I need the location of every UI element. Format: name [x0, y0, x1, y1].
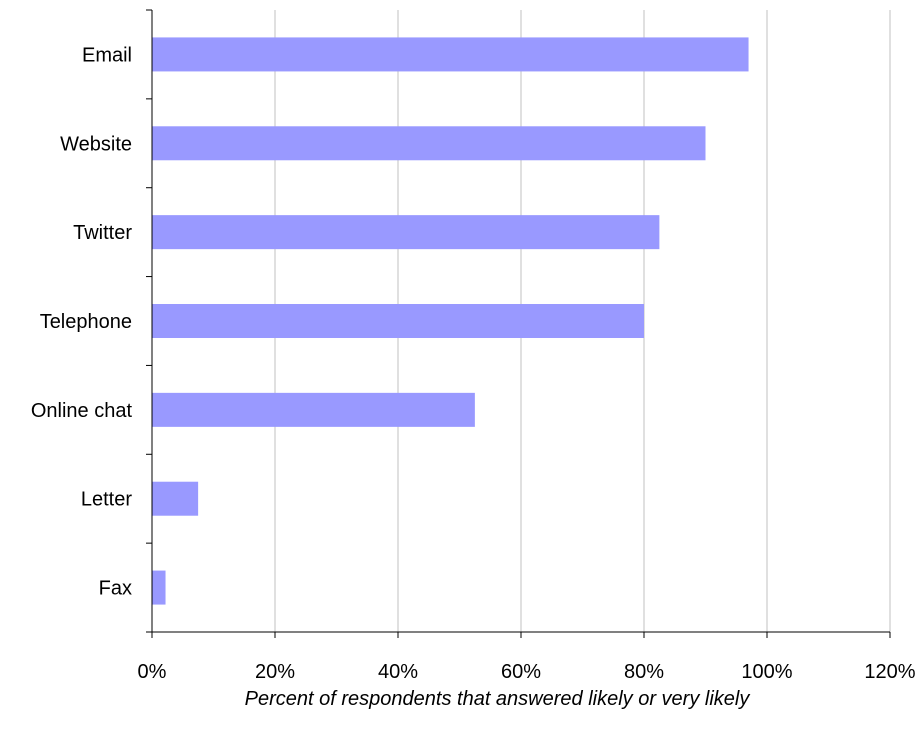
- category-label: Email: [82, 44, 132, 66]
- bars: [152, 37, 749, 604]
- bar: [152, 126, 706, 160]
- y-axis-ticks: [146, 10, 152, 632]
- category-labels: Email Website Twitter Telephone Online chat L…: [31, 44, 133, 599]
- category-label: Letter: [81, 489, 132, 511]
- category-label: Telephone: [40, 311, 132, 333]
- bar: [152, 37, 749, 71]
- category-label: Fax: [99, 578, 132, 600]
- category-label: Website: [60, 133, 132, 155]
- category-label: Twitter: [73, 222, 132, 244]
- x-tick-labels: 0% 20% 40% 60% 80% 100% 120%: [138, 661, 916, 683]
- bar: [152, 304, 644, 338]
- bar: [152, 482, 198, 516]
- bar: [152, 571, 166, 605]
- x-tick-label: 20%: [255, 661, 295, 683]
- bar: [152, 215, 659, 249]
- bar: [152, 393, 475, 427]
- x-tick-label: 80%: [624, 661, 664, 683]
- x-tick-label: 40%: [378, 661, 418, 683]
- x-tick-label: 120%: [864, 661, 915, 683]
- x-axis-title: Percent of respondents that answered lik…: [245, 688, 751, 710]
- x-tick-label: 100%: [741, 661, 792, 683]
- x-axis-ticks: [152, 632, 890, 638]
- x-tick-label: 0%: [138, 661, 167, 683]
- x-tick-label: 60%: [501, 661, 541, 683]
- category-label: Online chat: [31, 400, 133, 422]
